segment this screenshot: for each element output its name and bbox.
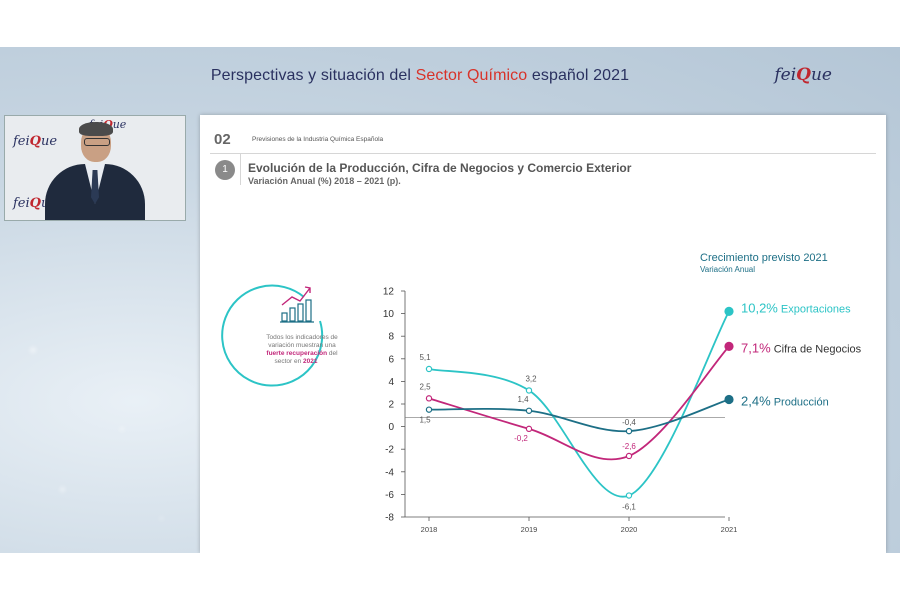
data-point-exportaciones	[625, 492, 633, 499]
series-line-produccion	[428, 398, 730, 433]
speaker-glasses	[84, 138, 110, 146]
backdrop-logo: feiQue	[13, 134, 58, 149]
data-point-produccion	[625, 427, 633, 435]
badge-text-line: sector en 2021	[274, 358, 317, 365]
divider	[240, 153, 241, 185]
data-label-exportaciones: 3,2	[525, 374, 537, 383]
y-tick-label: -8	[385, 513, 394, 524]
data-point-exportaciones	[525, 387, 533, 394]
data-label-produccion: 1,5	[419, 416, 431, 425]
y-tick-label: -6	[385, 490, 394, 501]
chart: Todos los indicadores de variación muest…	[221, 252, 862, 534]
x-tick-label: 2018	[421, 525, 438, 534]
y-tick-label: -2	[385, 445, 394, 456]
growth-subtitle: Variación Anual	[700, 265, 755, 274]
brand-logo: feiQue	[774, 65, 832, 85]
growth-title: Crecimiento previsto 2021	[700, 252, 828, 264]
speaker-hair	[79, 122, 113, 136]
title-accent: Sector Químico	[415, 67, 528, 84]
video-frame: Perspectivas y situación del Sector Quím…	[0, 47, 900, 553]
y-tick-label: 12	[383, 287, 395, 298]
y-tick-label: 4	[388, 377, 394, 388]
item-number-badge: 1	[215, 160, 235, 180]
speaker-tie	[91, 170, 99, 204]
x-tick-label: 2020	[621, 525, 638, 534]
x-tick-label: 2021	[721, 525, 738, 534]
y-tick-label: -4	[385, 467, 394, 478]
badge-text-line: variación muestran una	[268, 342, 336, 349]
badge-ring	[221, 284, 324, 387]
end-label-cifra-de-negocios: 7,1% Cifra de Negocios	[741, 340, 862, 355]
data-point-produccion	[425, 406, 433, 413]
data-label-exportaciones: -6,1	[622, 503, 636, 512]
series-group: 5,1 3,2 -6,1 10,2% Exportaciones 2,5 -0,2 -2,6…	[419, 300, 861, 511]
end-label-exportaciones: 10,2% Exportaciones	[741, 300, 851, 315]
chart-subtitle: Variación Anual (%) 2018 – 2021 (p).	[248, 176, 401, 186]
data-point-exportaciones	[425, 365, 433, 373]
section-number: 02	[214, 131, 231, 148]
x-tick-group: 2018 2019 2020 2021	[421, 517, 738, 534]
y-tick-label: 10	[383, 309, 395, 320]
data-point-cifra-de-negocios	[425, 395, 433, 402]
bar-chart-icon	[280, 286, 314, 323]
series-line-cifra-de-negocios	[428, 345, 730, 461]
page-title: Perspectivas y situación del Sector Quím…	[210, 67, 630, 84]
recovery-badge: Todos los indicadores de variación muest…	[221, 284, 338, 387]
data-label-exportaciones: 5,1	[419, 353, 431, 362]
badge-text-line: fuerte recuperación del	[266, 350, 338, 357]
speaker-video: feiQue feiQue feiQue	[4, 115, 186, 221]
slide: 02 Previsiones de la Industria Química E…	[200, 115, 886, 553]
data-point-exportaciones	[724, 306, 734, 316]
data-label-produccion: 1,4	[517, 395, 529, 404]
end-label-produccion: 2,4% Producción	[741, 393, 829, 408]
data-point-produccion	[525, 407, 533, 414]
data-point-produccion	[724, 394, 734, 405]
data-label-cifra-de-negocios: -2,6	[622, 442, 636, 451]
data-point-cifra-de-negocios	[625, 452, 633, 460]
data-label-cifra-de-negocios: -0,2	[514, 434, 528, 443]
divider	[210, 153, 876, 154]
data-point-cifra-de-negocios	[724, 341, 734, 351]
y-tick-label: 2	[388, 400, 394, 411]
data-label-cifra-de-negocios: 2,5	[419, 382, 431, 391]
section-label: Previsiones de la Industria Química Espa…	[252, 136, 384, 143]
data-label-produccion: -0,4	[622, 418, 636, 427]
x-tick-label: 2019	[521, 525, 538, 534]
data-point-cifra-de-negocios	[525, 425, 533, 433]
y-tick-group: 12 10 8 6 4 2 0 -2 -4 -6 -8	[383, 287, 405, 524]
y-tick-label: 0	[388, 422, 394, 433]
y-tick-label: 6	[388, 354, 394, 365]
y-tick-label: 8	[388, 332, 394, 343]
badge-text-line: Todos los indicadores de	[266, 334, 338, 341]
chart-title: Evolución de la Producción, Cifra de Neg…	[248, 161, 632, 175]
